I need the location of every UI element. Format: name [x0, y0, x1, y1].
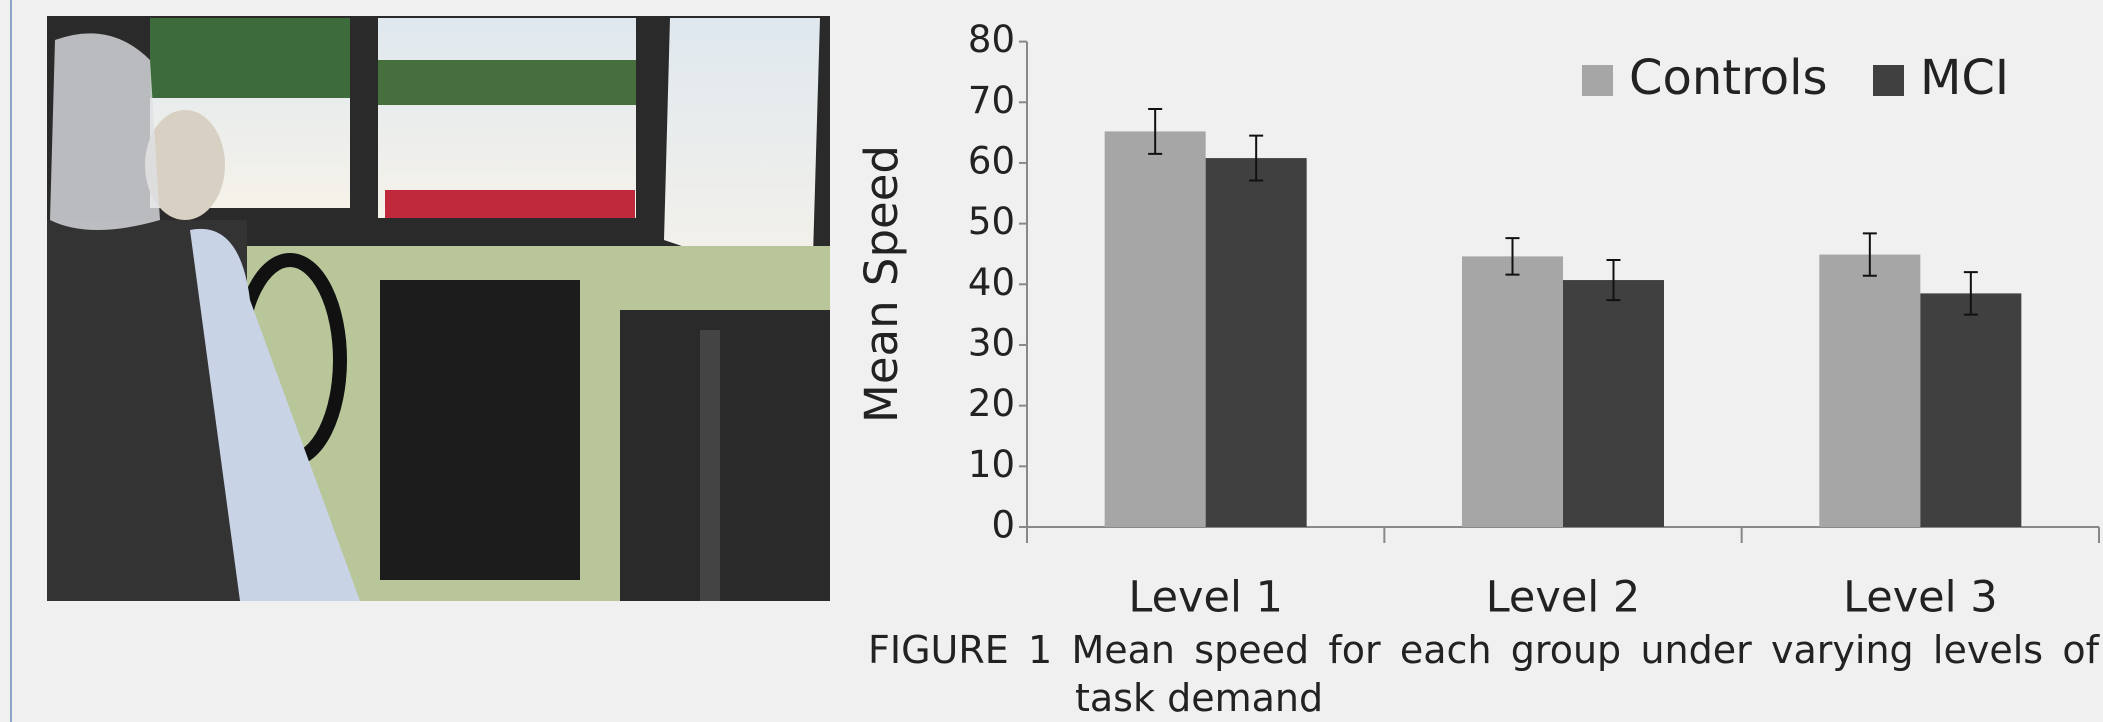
x-tick-label: Level 2 — [1486, 573, 1641, 623]
y-tick-label: 80 — [968, 18, 1015, 61]
bar — [1920, 293, 2021, 527]
page: Mean Speed 0 10 20 30 40 50 60 70 80 Level 1 Level… — [0, 0, 2103, 722]
legend-swatch — [1582, 65, 1613, 96]
bar — [1105, 131, 1206, 527]
y-tick-label: 20 — [968, 382, 1015, 425]
photo — [47, 16, 830, 601]
y-axis-label: Mean Speed — [855, 145, 908, 423]
caption-text: Mean speed for each group under varying … — [1071, 628, 2099, 720]
chart: Mean Speed 0 10 20 30 40 50 60 70 80 Level 1 Level… — [0, 0, 2103, 722]
y-tick-label: 10 — [968, 443, 1015, 486]
legend-label: MCI — [1920, 50, 2009, 106]
bar — [1462, 256, 1563, 527]
caption-label: FIGURE 1 — [868, 628, 1052, 672]
legend-swatch — [1873, 65, 1904, 96]
bar — [1206, 158, 1307, 527]
y-tick-label: 70 — [968, 79, 1015, 122]
bar — [1563, 280, 1664, 527]
legend-label: Controls — [1629, 50, 1828, 106]
caption: FIGURE 1 Mean speed for each group under… — [1075, 626, 2099, 722]
y-tick-label: 60 — [968, 139, 1015, 182]
y-tick-label: 30 — [968, 321, 1015, 364]
y-tick-label: 50 — [968, 200, 1015, 243]
y-tick-label: 0 — [991, 504, 1015, 547]
x-tick-label: Level 1 — [1128, 573, 1283, 623]
bar — [1819, 255, 1920, 527]
x-tick-label: Level 3 — [1843, 573, 1998, 623]
y-tick-label: 40 — [968, 261, 1015, 304]
